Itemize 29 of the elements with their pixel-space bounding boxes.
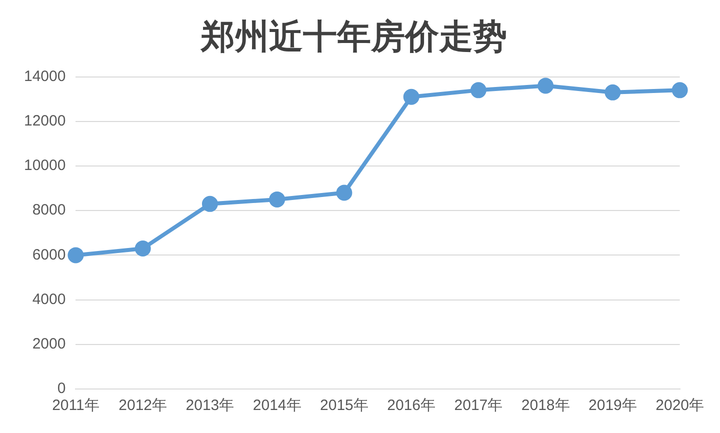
- point: [538, 78, 554, 94]
- y-tick-label: 10000: [24, 157, 66, 174]
- y-tick-label: 0: [57, 380, 66, 398]
- x-tick-label: 2019年: [588, 397, 637, 414]
- y-tick-label: 4000: [32, 290, 66, 308]
- x-tick-label: 2013年: [186, 397, 234, 414]
- x-tick-label: 2020年: [656, 397, 704, 414]
- y-tick-label: 12000: [24, 112, 66, 130]
- point: [672, 82, 688, 98]
- x-tick-label: 2018年: [521, 397, 570, 414]
- point: [470, 82, 486, 98]
- point: [202, 196, 218, 212]
- x-tick-label: 2014年: [252, 397, 302, 414]
- point: [134, 240, 151, 257]
- point: [336, 184, 352, 201]
- x-tick-label: 2017年: [454, 397, 503, 414]
- x-tick-label: 2011年: [52, 397, 100, 414]
- y-tick-label: 6000: [32, 246, 66, 264]
- point: [604, 84, 621, 100]
- y-tick-label: 2000: [32, 336, 66, 353]
- point: [403, 88, 420, 105]
- x-tick-label: 2016年: [387, 397, 436, 414]
- chart-title: 郑州近十年房价走势: [200, 18, 507, 56]
- x-tick-label: 2012年: [118, 397, 168, 414]
- y-tick-label: 14000: [24, 68, 66, 85]
- x-tick-label: 2015年: [320, 397, 368, 414]
- point: [269, 191, 286, 208]
- point: [68, 247, 84, 264]
- y-tick-label: 8000: [32, 202, 66, 219]
